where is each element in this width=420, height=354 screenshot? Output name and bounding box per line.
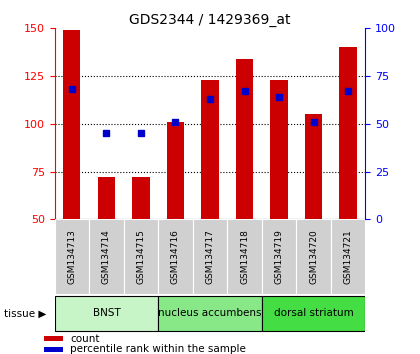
Text: percentile rank within the sample: percentile rank within the sample [70,344,246,354]
Bar [89,219,123,294]
Bar [55,219,89,294]
Text: nucleus accumbens: nucleus accumbens [158,308,262,318]
Text: GSM134718: GSM134718 [240,229,249,284]
Text: tissue ▶: tissue ▶ [4,308,47,318]
Bar [158,296,262,331]
Bar [331,219,365,294]
Bar [44,336,63,341]
Bar [339,47,357,219]
Bar [132,177,150,219]
Text: count: count [70,334,100,344]
Bar [158,219,193,294]
Text: GSM134715: GSM134715 [136,229,145,284]
Bar [262,296,365,331]
Bar [227,219,262,294]
Bar [98,177,115,219]
Text: GSM134714: GSM134714 [102,229,111,284]
Text: GSM134717: GSM134717 [205,229,215,284]
Bar [297,219,331,294]
Text: GSM134713: GSM134713 [67,229,76,284]
Text: GSM134721: GSM134721 [344,229,353,284]
Title: GDS2344 / 1429369_at: GDS2344 / 1429369_at [129,13,291,27]
Bar [305,114,322,219]
Text: dorsal striatum: dorsal striatum [274,308,354,318]
Bar [55,296,158,331]
Bar [44,347,63,352]
Bar [201,80,219,219]
Bar [63,30,81,219]
Bar [167,122,184,219]
Bar [123,219,158,294]
Text: BNST: BNST [92,308,120,318]
Text: GSM134719: GSM134719 [275,229,284,284]
Bar [270,80,288,219]
Bar [193,219,227,294]
Text: GSM134716: GSM134716 [171,229,180,284]
Bar [262,219,297,294]
Bar [236,59,253,219]
Text: GSM134720: GSM134720 [309,229,318,284]
